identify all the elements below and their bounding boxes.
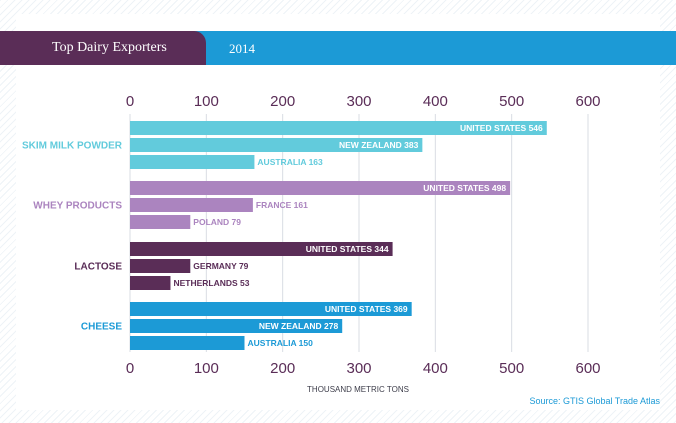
bar xyxy=(130,302,412,316)
title-tab xyxy=(0,31,206,65)
bar xyxy=(130,319,343,333)
chart-title: Top Dairy Exporters xyxy=(52,40,167,55)
bar xyxy=(130,155,255,169)
bar xyxy=(130,259,191,273)
category-label: CHEESE xyxy=(81,322,122,333)
x-tick-label-top: 100 xyxy=(194,93,219,110)
bar-data-label: NEW ZEALAND 383 xyxy=(339,140,419,150)
x-tick-label-bottom: 600 xyxy=(575,360,600,377)
x-tick-label-bottom: 500 xyxy=(499,360,524,377)
bar-data-label: AUSTRALIA 150 xyxy=(248,338,314,348)
chart-panel xyxy=(16,14,660,410)
x-tick-label-top: 200 xyxy=(270,93,295,110)
x-tick-label-bottom: 0 xyxy=(126,360,134,377)
bar-data-label: GERMANY 79 xyxy=(193,261,248,271)
x-tick-label-bottom: 300 xyxy=(346,360,371,377)
x-tick-label-top: 400 xyxy=(423,93,448,110)
bar-data-label: NETHERLANDS 53 xyxy=(173,278,249,288)
bar-data-label: POLAND 79 xyxy=(193,217,241,227)
x-tick-label-bottom: 100 xyxy=(194,360,219,377)
bar xyxy=(130,198,253,212)
x-tick-label-bottom: 400 xyxy=(423,360,448,377)
chart-year: 2014 xyxy=(229,41,255,56)
bar-data-label: UNITED STATES 344 xyxy=(306,244,389,254)
bar xyxy=(130,215,191,229)
x-axis-title: THOUSAND METRIC TONS xyxy=(307,385,409,394)
category-label: LACTOSE xyxy=(74,262,122,273)
category-label: WHEY PRODUCTS xyxy=(33,201,122,212)
bar-data-label: FRANCE 161 xyxy=(256,200,308,210)
source-note: Source: GTIS Global Trade Atlas xyxy=(529,396,660,406)
x-tick-label-top: 500 xyxy=(499,93,524,110)
bar-data-label: UNITED STATES 498 xyxy=(423,183,506,193)
bar-data-label: AUSTRALIA 163 xyxy=(257,157,323,167)
category-label: SKIM MILK POWDER xyxy=(22,141,123,152)
bar xyxy=(130,181,511,195)
bar xyxy=(130,138,423,152)
x-tick-label-top: 0 xyxy=(126,93,134,110)
bar-data-label: NEW ZEALAND 278 xyxy=(259,321,339,331)
bar xyxy=(130,276,171,290)
x-tick-label-top: 600 xyxy=(575,93,600,110)
x-tick-label-top: 300 xyxy=(346,93,371,110)
bar xyxy=(130,242,393,256)
bar xyxy=(130,336,245,350)
bar-data-label: UNITED STATES 546 xyxy=(460,123,543,133)
x-tick-label-bottom: 200 xyxy=(270,360,295,377)
bar xyxy=(130,121,547,135)
bar-data-label: UNITED STATES 369 xyxy=(325,304,408,314)
